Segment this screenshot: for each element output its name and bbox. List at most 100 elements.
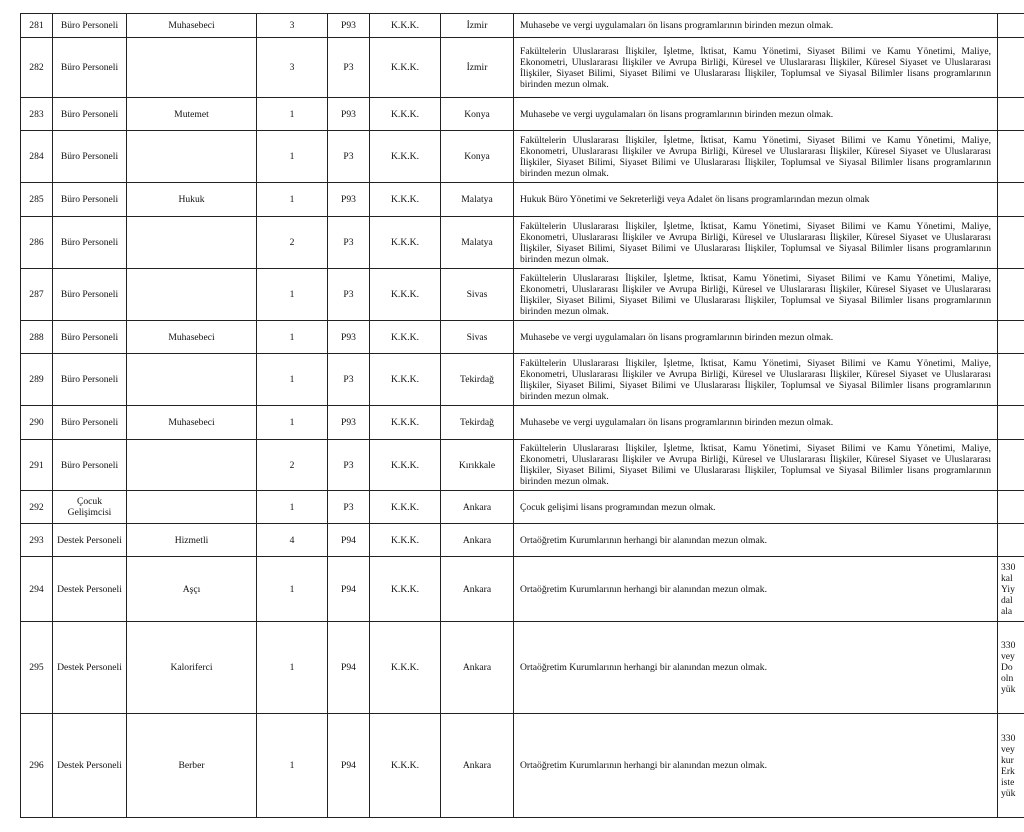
requirements-cell: Fakültelerin Uluslararası İlişkiler, İşl… — [513, 216, 998, 269]
table-row: 291 Büro Personeli 2 P3 K.K.K. Kırıkkale Fakül… — [20, 439, 1024, 491]
exam-type-cell: K.K.K. — [369, 556, 441, 622]
quantity-cell: 1 — [256, 490, 328, 524]
quantity-cell: 1 — [256, 621, 328, 714]
province-cell: Malatya — [440, 182, 514, 217]
quantity-cell: 1 — [256, 405, 328, 440]
table-row: 281 Büro Personeli Muhasebeci 3 P93 K.K.K. İzm… — [20, 13, 1024, 38]
extra-notes-cell: 330 kal Yiy dal ala — [997, 556, 1024, 622]
qualification-cell: Mutemet — [126, 97, 257, 131]
row-number-cell: 290 — [20, 405, 53, 440]
position-title-cell: Destek Personeli — [52, 713, 127, 818]
exam-type-cell: K.K.K. — [369, 13, 441, 38]
positions-table: 281 Büro Personeli Muhasebeci 3 P93 K.K.K. İzm… — [20, 13, 1024, 818]
requirements-cell: Muhasebe ve vergi uygulamaları ön lisans… — [513, 13, 998, 38]
table-row: 288 Büro Personeli Muhasebeci 1 P93 K.K.K. Siv… — [20, 320, 1024, 354]
extra-notes-cell: 330 vey kur Erk iste yük — [997, 713, 1024, 818]
position-title-cell: Büro Personeli — [52, 130, 127, 183]
extra-notes-cell — [997, 439, 1024, 491]
table-row: 292 Çocuk Gelişimcisi 1 P3 K.K.K. Ankara Çocuk… — [20, 490, 1024, 524]
requirements-cell: Fakültelerin Uluslararası İlişkiler, İşl… — [513, 439, 998, 491]
exam-type-cell: K.K.K. — [369, 182, 441, 217]
qualification-code-cell: P93 — [327, 182, 370, 217]
qualification-cell — [126, 490, 257, 524]
province-cell: Ankara — [440, 556, 514, 622]
position-title-cell: Büro Personeli — [52, 13, 127, 38]
exam-type-cell: K.K.K. — [369, 439, 441, 491]
exam-type-cell: K.K.K. — [369, 97, 441, 131]
extra-notes-cell: 330 vey Do oln yük — [997, 621, 1024, 714]
position-title-cell: Büro Personeli — [52, 320, 127, 354]
row-number-cell: 289 — [20, 353, 53, 406]
exam-type-cell: K.K.K. — [369, 353, 441, 406]
extra-notes-cell — [997, 320, 1024, 354]
province-cell: Ankara — [440, 523, 514, 557]
quantity-cell: 4 — [256, 523, 328, 557]
table-row: 286 Büro Personeli 2 P3 K.K.K. Malatya Fakülte… — [20, 216, 1024, 269]
position-title-cell: Büro Personeli — [52, 353, 127, 406]
qualification-cell — [126, 353, 257, 406]
requirements-cell: Ortaöğretim Kurumlarının herhangi bir al… — [513, 713, 998, 818]
requirements-cell: Fakültelerin Uluslararası İlişkiler, İşl… — [513, 353, 998, 406]
position-title-cell: Büro Personeli — [52, 97, 127, 131]
province-cell: İzmir — [440, 13, 514, 38]
exam-type-cell: K.K.K. — [369, 320, 441, 354]
table-row: 285 Büro Personeli Hukuk 1 P93 K.K.K. Malatya H… — [20, 182, 1024, 217]
extra-notes-cell — [997, 97, 1024, 131]
quantity-cell: 1 — [256, 130, 328, 183]
table-row: 284 Büro Personeli 1 P3 K.K.K. Konya Fakültele… — [20, 130, 1024, 183]
qualification-code-cell: P93 — [327, 320, 370, 354]
extra-notes-cell — [997, 130, 1024, 183]
qualification-code-cell: P94 — [327, 556, 370, 622]
qualification-code-cell: P94 — [327, 713, 370, 818]
quantity-cell: 1 — [256, 353, 328, 406]
qualification-cell: Aşçı — [126, 556, 257, 622]
table-row: 296 Destek Personeli Berber 1 P94 K.K.K. Ankar… — [20, 713, 1024, 818]
qualification-code-cell: P3 — [327, 353, 370, 406]
quantity-cell: 1 — [256, 556, 328, 622]
province-cell: Tekirdağ — [440, 353, 514, 406]
table-body: 281 Büro Personeli Muhasebeci 3 P93 K.K.K. İzm… — [20, 13, 1024, 818]
position-title-cell: Destek Personeli — [52, 556, 127, 622]
province-cell: Konya — [440, 130, 514, 183]
province-cell: Tekirdağ — [440, 405, 514, 440]
exam-type-cell: K.K.K. — [369, 405, 441, 440]
qualification-cell: Hukuk — [126, 182, 257, 217]
extra-notes-cell — [997, 353, 1024, 406]
qualification-code-cell: P3 — [327, 130, 370, 183]
row-number-cell: 294 — [20, 556, 53, 622]
position-title-cell: Destek Personeli — [52, 523, 127, 557]
row-number-cell: 292 — [20, 490, 53, 524]
quantity-cell: 3 — [256, 37, 328, 98]
requirements-cell: Fakültelerin Uluslararası İlişkiler, İşl… — [513, 268, 998, 321]
row-number-cell: 287 — [20, 268, 53, 321]
requirements-cell: Muhasebe ve vergi uygulamaları ön lisans… — [513, 405, 998, 440]
row-number-cell: 283 — [20, 97, 53, 131]
row-number-cell: 282 — [20, 37, 53, 98]
qualification-code-cell: P3 — [327, 216, 370, 269]
extra-notes-cell — [997, 216, 1024, 269]
table-row: 293 Destek Personeli Hizmetli 4 P94 K.K.K. Ank… — [20, 523, 1024, 557]
row-number-cell: 288 — [20, 320, 53, 354]
position-title-cell: Büro Personeli — [52, 216, 127, 269]
qualification-code-cell: P93 — [327, 405, 370, 440]
position-title-cell: Büro Personeli — [52, 439, 127, 491]
row-number-cell: 293 — [20, 523, 53, 557]
exam-type-cell: K.K.K. — [369, 713, 441, 818]
qualification-cell: Berber — [126, 713, 257, 818]
row-number-cell: 295 — [20, 621, 53, 714]
row-number-cell: 284 — [20, 130, 53, 183]
position-title-cell: Çocuk Gelişimcisi — [52, 490, 127, 524]
exam-type-cell: K.K.K. — [369, 490, 441, 524]
exam-type-cell: K.K.K. — [369, 37, 441, 98]
province-cell: Malatya — [440, 216, 514, 269]
qualification-code-cell: P3 — [327, 37, 370, 98]
table-row: 289 Büro Personeli 1 P3 K.K.K. Tekirdağ Fakült… — [20, 353, 1024, 406]
row-number-cell: 281 — [20, 13, 53, 38]
extra-notes-cell — [997, 13, 1024, 38]
province-cell: Ankara — [440, 713, 514, 818]
qualification-cell: Muhasebeci — [126, 320, 257, 354]
province-cell: Ankara — [440, 490, 514, 524]
qualification-code-cell: P93 — [327, 97, 370, 131]
extra-notes-cell — [997, 37, 1024, 98]
row-number-cell: 291 — [20, 439, 53, 491]
